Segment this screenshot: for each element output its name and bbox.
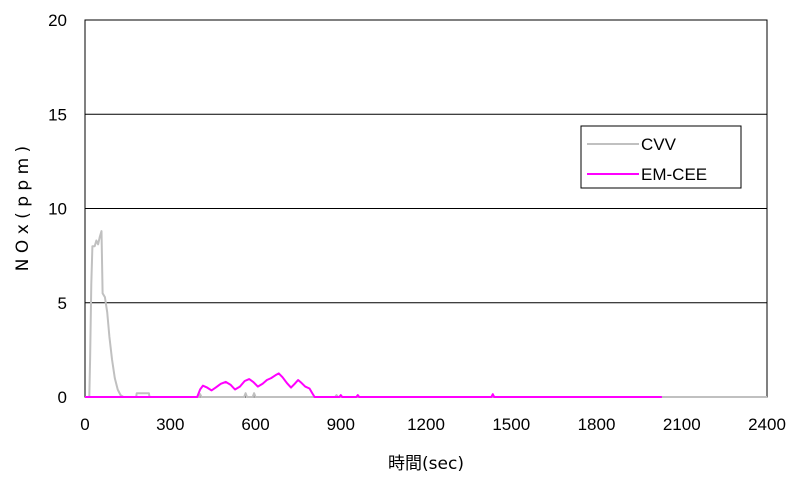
x-tick-labels: 0 300 600 900 1200 1500 1800 2100 2400 <box>80 415 786 434</box>
x-tick-label: 900 <box>327 415 355 434</box>
legend-box <box>580 125 742 189</box>
x-tick-label: 1500 <box>492 415 530 434</box>
y-tick-label: 10 <box>48 200 67 219</box>
legend-label: EM-CEE <box>641 165 707 184</box>
series-line-cvv <box>85 230 767 398</box>
y-tick-label: 15 <box>48 105 67 124</box>
series-line-em-cee <box>85 372 662 398</box>
legend-label: CVV <box>641 135 677 154</box>
y-axis-title: N O x ( p p m ) <box>13 146 33 271</box>
x-tick-label: 1200 <box>407 415 445 434</box>
gridlines <box>85 19 767 398</box>
y-tick-label: 5 <box>58 294 67 313</box>
y-tick-labels: 0 5 10 15 20 <box>48 11 67 407</box>
x-tick-label: 2100 <box>663 415 701 434</box>
y-tick-label: 20 <box>48 11 67 30</box>
legend: CVV EM-CEE <box>580 125 742 189</box>
x-tick-label: 0 <box>80 415 89 434</box>
y-tick-label: 0 <box>58 388 67 407</box>
x-tick-label: 300 <box>156 415 184 434</box>
x-tick-label: 1800 <box>578 415 616 434</box>
x-axis-title: 時間(sec) <box>388 454 464 474</box>
x-tick-label: 600 <box>241 415 269 434</box>
series-layer <box>85 230 767 398</box>
x-tick-label: 2400 <box>748 415 786 434</box>
